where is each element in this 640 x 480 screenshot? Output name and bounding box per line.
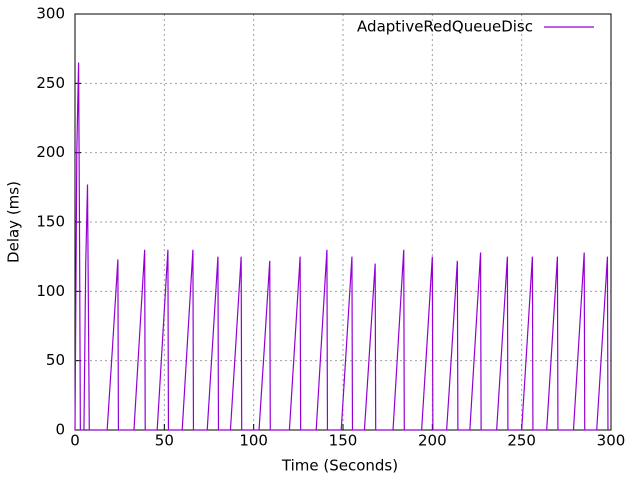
y-axis-label: Delay (ms) xyxy=(5,181,23,263)
x-tick-label: 250 xyxy=(507,432,536,450)
x-tick-label: 200 xyxy=(418,432,447,450)
y-tick-label: 200 xyxy=(36,143,65,161)
x-tick-label: 300 xyxy=(597,432,626,450)
x-tick-label: 50 xyxy=(155,432,174,450)
plot-border xyxy=(74,13,612,431)
x-axis-label: Time (Seconds) xyxy=(281,457,398,475)
y-tick-label: 50 xyxy=(46,351,65,369)
y-tick-label: 300 xyxy=(36,5,65,23)
legend-label: AdaptiveRedQueueDisc xyxy=(357,18,533,36)
x-tick-label: 100 xyxy=(239,432,268,450)
x-tick-label: 150 xyxy=(329,432,358,450)
y-tick-label: 0 xyxy=(55,421,65,439)
y-tick-label: 250 xyxy=(36,74,65,92)
x-tick-label: 0 xyxy=(70,432,80,450)
y-tick-label: 150 xyxy=(36,213,65,231)
data-line xyxy=(74,62,609,431)
y-tick-label: 100 xyxy=(36,282,65,300)
